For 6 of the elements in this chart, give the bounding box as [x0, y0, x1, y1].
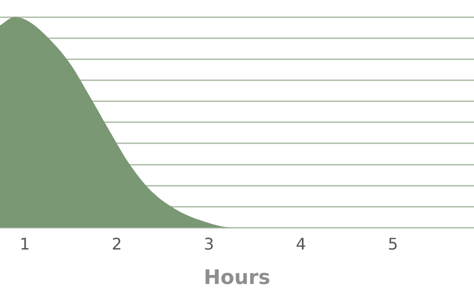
x-tick-label: 2 [112, 234, 122, 254]
x-tick-label: 3 [204, 234, 214, 254]
x-tick-label: 1 [20, 234, 30, 254]
x-tick-label: 4 [296, 234, 306, 254]
x-tick-label: 5 [388, 234, 398, 254]
x-axis-title: Hours [204, 265, 270, 290]
